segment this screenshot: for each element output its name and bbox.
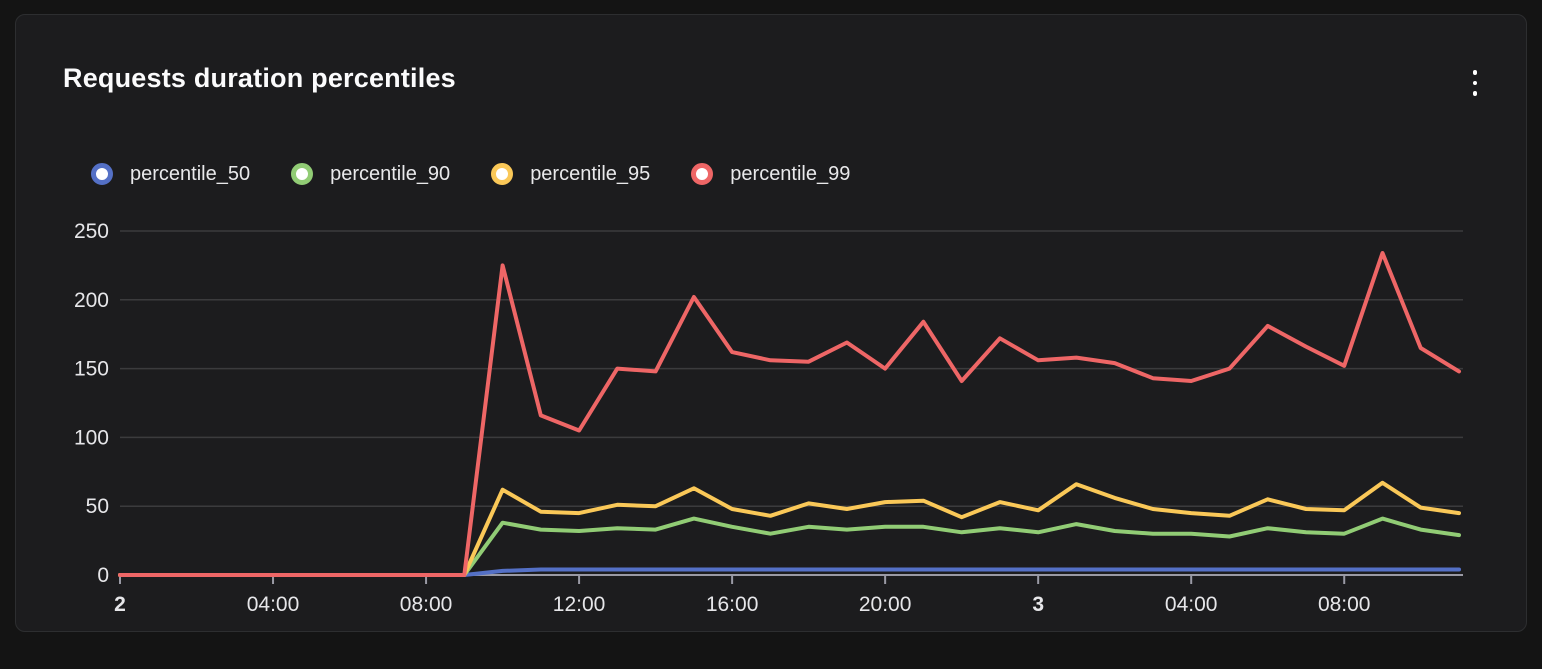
legend-item-label: percentile_95 [530,163,651,185]
panel-menu-button[interactable] [1457,65,1493,101]
panel-header: Requests duration percentiles [63,63,1479,99]
x-axis-tick-label: 2 [114,593,126,616]
kebab-vertical-icon [1472,70,1478,75]
y-axis-tick-label: 150 [74,358,109,381]
legend-item-label: percentile_50 [130,163,251,185]
x-axis-tick-label: 3 [1032,593,1044,616]
legend-item-label: percentile_90 [330,163,451,185]
chart-legend: percentile_50 percentile_90 percentile_95 p… [91,162,850,186]
x-axis-tick-label: 08:00 [1318,593,1371,616]
legend-marker-icon [91,163,113,185]
legend-item-percentile_90[interactable]: percentile_90 [291,162,450,186]
legend-item-percentile_95[interactable]: percentile_95 [491,162,650,186]
x-axis-tick-label: 04:00 [1165,593,1218,616]
y-axis-tick-label: 0 [97,564,109,587]
x-axis-tick-label: 08:00 [400,593,453,616]
x-axis-tick-label: 04:00 [247,593,300,616]
x-axis-tick-label: 12:00 [553,593,606,616]
line-chart-canvas[interactable]: 0 50 100 150 200 250 2 04:00 08:00 12:00 16:00 20:0… [16,15,1542,669]
y-axis-tick-label: 50 [86,495,109,518]
y-axis-tick-label: 100 [74,426,109,449]
y-axis-tick-label: 200 [74,289,109,312]
legend-item-percentile_99[interactable]: percentile_99 [691,162,850,186]
legend-marker-icon [491,163,514,185]
chart-panel: Requests duration percentiles percentile… [15,14,1527,632]
legend-item-label: percentile_99 [730,163,851,185]
legend-marker-icon [291,163,314,185]
legend-marker-icon [691,163,714,185]
x-axis-tick-label: 16:00 [706,593,759,616]
series-line-percentile_99 [118,251,1461,577]
y-axis-tick-label: 250 [74,220,109,243]
kebab-vertical-icon [1472,80,1478,86]
series-line-percentile_90 [118,516,1461,577]
panel-title: Requests duration percentiles [63,63,456,93]
x-axis-tick-label: 20:00 [859,593,912,616]
kebab-vertical-icon [1472,91,1478,96]
legend-item-percentile_50[interactable]: percentile_50 [91,162,250,186]
